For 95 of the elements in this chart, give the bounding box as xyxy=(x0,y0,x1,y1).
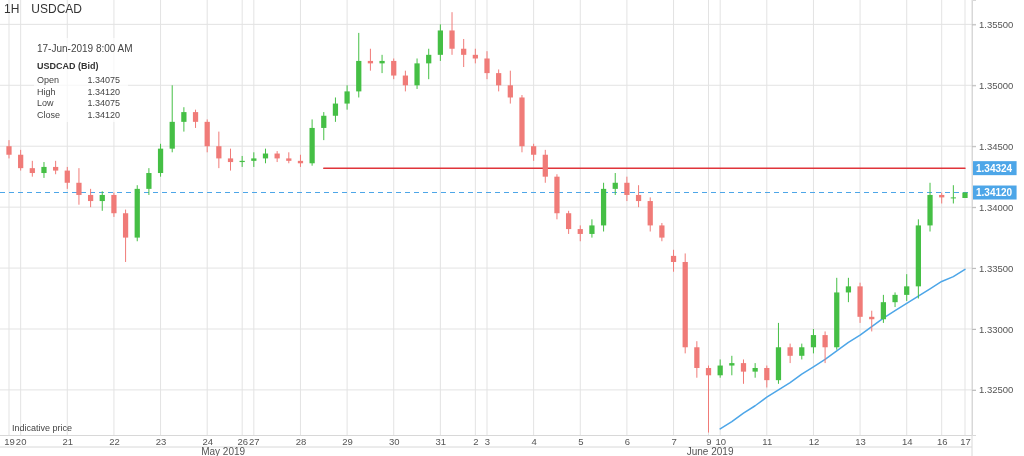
x-tick-label: 24 xyxy=(202,435,213,447)
candlestick xyxy=(880,294,887,324)
candlestick xyxy=(810,328,817,354)
candlestick xyxy=(670,249,677,273)
candlestick xyxy=(6,139,12,159)
x-tick-label: 22 xyxy=(109,435,120,447)
x-tick-label: 21 xyxy=(62,435,74,447)
candlestick xyxy=(659,222,665,242)
candlestick xyxy=(216,131,222,169)
candlestick xyxy=(589,218,595,239)
annotation: 17-Jun-2019 8:00 AM xyxy=(37,43,133,54)
x-tick-label: 4 xyxy=(531,435,537,447)
candlestick xyxy=(764,365,770,388)
candlestick xyxy=(740,358,747,385)
candlestick xyxy=(787,343,793,364)
candlestick xyxy=(64,166,70,190)
x-tick-label: 16 xyxy=(936,435,948,447)
x-tick-label: 20 xyxy=(15,435,27,447)
candlestick xyxy=(845,277,852,303)
annotation: Close xyxy=(37,109,61,120)
candlestick xyxy=(496,68,502,92)
candlestick xyxy=(146,167,152,196)
candlestick xyxy=(449,11,455,56)
x-tick-label: 27 xyxy=(249,435,260,447)
x-tick-label: 30 xyxy=(388,435,400,447)
candlestick xyxy=(542,149,548,184)
annotation: 1.34120 xyxy=(87,86,120,97)
x-tick-label: 7 xyxy=(671,435,677,447)
annotation: Indicative price xyxy=(12,423,73,433)
annotation: Low xyxy=(37,98,55,108)
annotation: 1.34324 xyxy=(976,162,1013,174)
x-tick-label: 26 xyxy=(237,435,248,447)
annotation: USDCAD (Bid) xyxy=(37,61,99,71)
x-tick-label: 13 xyxy=(855,435,866,447)
annotation: 1.34120 xyxy=(87,109,120,120)
y-tick-label: 1.35500 xyxy=(979,18,1014,30)
text: June 2019 xyxy=(686,446,734,456)
x-tick-label: 6 xyxy=(624,435,631,447)
candlestick xyxy=(379,54,385,74)
annotation: High xyxy=(37,86,56,97)
candlestick xyxy=(414,57,420,90)
candlestick xyxy=(694,340,700,379)
chart-subtitle: 1H xyxy=(4,2,20,16)
x-tick-label: 5 xyxy=(578,435,584,447)
candlestick xyxy=(950,184,956,204)
x-tick-label: 14 xyxy=(901,435,913,447)
x-tick-label: 9 xyxy=(706,435,712,447)
candlestick xyxy=(635,184,642,208)
candlestick xyxy=(192,109,199,129)
candlestick xyxy=(227,148,234,172)
y-tick-label: 1.34000 xyxy=(979,201,1014,213)
candlestick xyxy=(87,188,94,208)
y-tick-label: 1.34500 xyxy=(979,140,1014,152)
candlestick xyxy=(332,96,339,123)
y-tick-label: 1.33000 xyxy=(979,323,1014,335)
candlestick xyxy=(99,190,105,212)
candlestick xyxy=(729,355,735,376)
candlestick xyxy=(624,176,630,202)
x-tick-label: 19 xyxy=(4,435,15,447)
x-tick-label: 17 xyxy=(960,435,971,447)
line-series xyxy=(719,268,966,430)
candlestick xyxy=(18,149,24,172)
x-tick-label: 29 xyxy=(342,435,353,447)
x-tick-label: 28 xyxy=(295,435,307,447)
candlestick xyxy=(752,362,758,379)
candlestick xyxy=(892,291,898,308)
x-tick-label: 23 xyxy=(155,435,167,447)
annotation: 1.34075 xyxy=(87,98,120,108)
candlestick xyxy=(484,50,490,80)
candlestick xyxy=(41,161,47,179)
candlestick xyxy=(904,273,910,302)
x-tick-label: 10 xyxy=(715,435,726,447)
annotation: 1.34075 xyxy=(87,75,120,85)
x-tick-label: 11 xyxy=(762,435,773,447)
x-tick-label: 3 xyxy=(484,435,491,447)
chart-title: USDCAD xyxy=(31,2,83,16)
candlestick xyxy=(111,192,117,218)
x-tick-label: 12 xyxy=(808,435,820,447)
y-tick-label: 1.32500 xyxy=(979,384,1014,396)
candlestick xyxy=(461,38,467,68)
candlestick xyxy=(565,210,572,235)
annotation: Open xyxy=(37,75,60,85)
ref-line-label: 1.34120 xyxy=(976,187,1013,199)
candlestick xyxy=(344,84,350,111)
candlestick xyxy=(507,70,513,105)
y-tick-label: 1.33500 xyxy=(979,262,1014,274)
y-tick-label: 1.35000 xyxy=(979,79,1014,91)
candlestick xyxy=(321,111,327,141)
candlestick xyxy=(822,330,828,364)
candlestick xyxy=(612,172,618,196)
x-tick-label: 31 xyxy=(435,435,447,447)
candlestick xyxy=(181,106,187,133)
x-tick-label: 2 xyxy=(473,435,479,447)
candlestick xyxy=(391,57,397,80)
candlestick xyxy=(76,167,82,206)
